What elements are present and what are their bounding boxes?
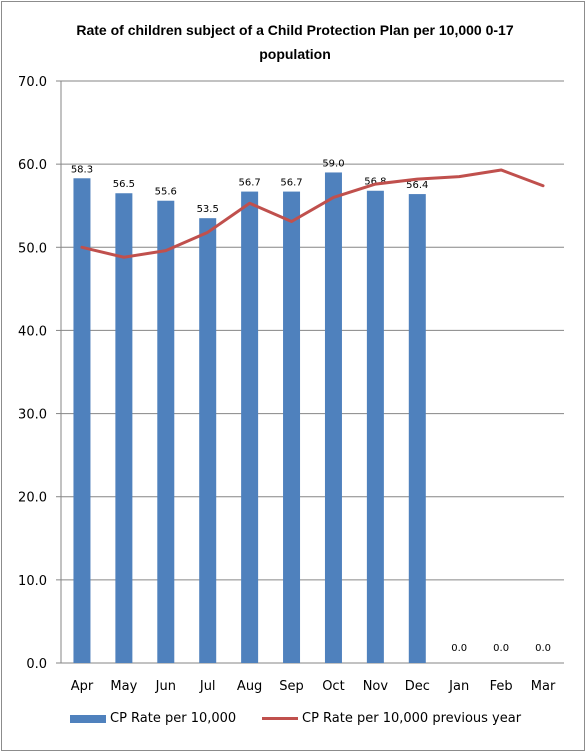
bar-data-label: 0.0 <box>451 643 467 654</box>
chart-legend: CP Rate per 10,000 CP Rate per 10,000 pr… <box>0 708 588 732</box>
bar <box>408 194 426 663</box>
bar-data-label: 58.3 <box>71 164 93 175</box>
bar-data-label: 56.4 <box>406 180 428 191</box>
x-tick-label: Feb <box>490 679 513 694</box>
bar <box>73 178 91 663</box>
bar-data-label: 56.7 <box>238 178 260 189</box>
legend-swatch-bar <box>70 714 106 723</box>
legend-item-bar-series: CP Rate per 10,000 <box>70 711 236 726</box>
y-tick-label: 10.0 <box>18 574 47 589</box>
x-tick-label: Aug <box>237 679 262 694</box>
x-tick-label: Nov <box>363 679 389 694</box>
bar-data-label: 55.6 <box>155 187 177 198</box>
bar <box>241 191 259 663</box>
bar <box>283 191 301 663</box>
y-tick-label: 0.0 <box>26 657 47 672</box>
bar <box>366 190 384 663</box>
bar-data-label: 0.0 <box>493 643 509 654</box>
bar-data-label: 0.0 <box>535 643 551 654</box>
x-tick-label: Dec <box>405 679 430 694</box>
x-tick-label: May <box>110 679 137 694</box>
x-tick-label: Mar <box>531 679 556 694</box>
bar-data-label: 56.8 <box>364 177 386 188</box>
bar <box>115 193 133 663</box>
bar <box>324 172 342 663</box>
x-tick-label: Jul <box>199 679 216 694</box>
bar <box>199 218 217 663</box>
legend-item-line-series: CP Rate per 10,000 previous year <box>262 711 521 726</box>
x-tick-label: Apr <box>71 679 94 694</box>
chart-title: Rate of children subject of a Child Prot… <box>76 22 514 62</box>
y-tick-label: 20.0 <box>18 491 47 506</box>
y-tick-label: 50.0 <box>18 241 47 256</box>
x-tick-label: Jun <box>155 679 176 694</box>
y-tick-label: 40.0 <box>18 324 47 339</box>
bar-data-label: 56.7 <box>280 178 302 189</box>
legend-label: CP Rate per 10,000 previous year <box>302 711 522 726</box>
line-series <box>80 168 545 259</box>
bar <box>157 200 175 663</box>
bar-data-label: 56.5 <box>113 179 135 190</box>
x-tick-label: Oct <box>322 679 344 694</box>
legend-swatch-line <box>262 717 298 720</box>
y-tick-label: 30.0 <box>18 408 47 423</box>
x-tick-label: Sep <box>279 679 304 694</box>
legend-label: CP Rate per 10,000 <box>110 711 237 726</box>
y-tick-label: 60.0 <box>18 158 47 173</box>
bar-data-label: 59.0 <box>322 158 344 169</box>
bar-data-label: 53.5 <box>197 204 219 215</box>
x-tick-label: Jan <box>448 679 469 694</box>
y-tick-label: 70.0 <box>18 75 47 90</box>
